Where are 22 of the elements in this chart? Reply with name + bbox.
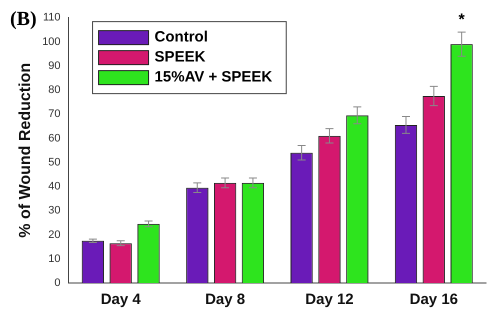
y-tick-label: 30: [48, 204, 61, 217]
y-tick-label: 100: [42, 36, 61, 48]
y-tick-label: 10: [48, 252, 61, 265]
x-tick-label: Day 12: [305, 291, 354, 308]
text: (B): [10, 8, 37, 30]
annotation: *: [458, 11, 466, 28]
y-tick-label: 70: [48, 108, 61, 120]
y-tick-label: 60: [48, 132, 61, 144]
y-tick-label: 80: [48, 84, 61, 96]
legend-label: SPEEK: [154, 48, 206, 66]
x-tick-label: Day 4: [100, 291, 142, 308]
y-tick-label: 0: [54, 277, 61, 290]
y-tick-label: 90: [48, 60, 61, 72]
x-tick-label: Day 16: [410, 291, 458, 308]
y-tick-label: 40: [48, 180, 61, 193]
y-tick-label: 20: [48, 228, 61, 241]
x-tick-label: Day 8: [205, 291, 246, 308]
y-axis-title: % of Wound Reduction: [17, 62, 34, 238]
y-tick-label: 110: [43, 12, 61, 24]
y-tick-label: 50: [48, 156, 61, 168]
legend-label: 15%AV + SPEEK: [154, 68, 272, 86]
legend-label: Control: [154, 28, 208, 46]
